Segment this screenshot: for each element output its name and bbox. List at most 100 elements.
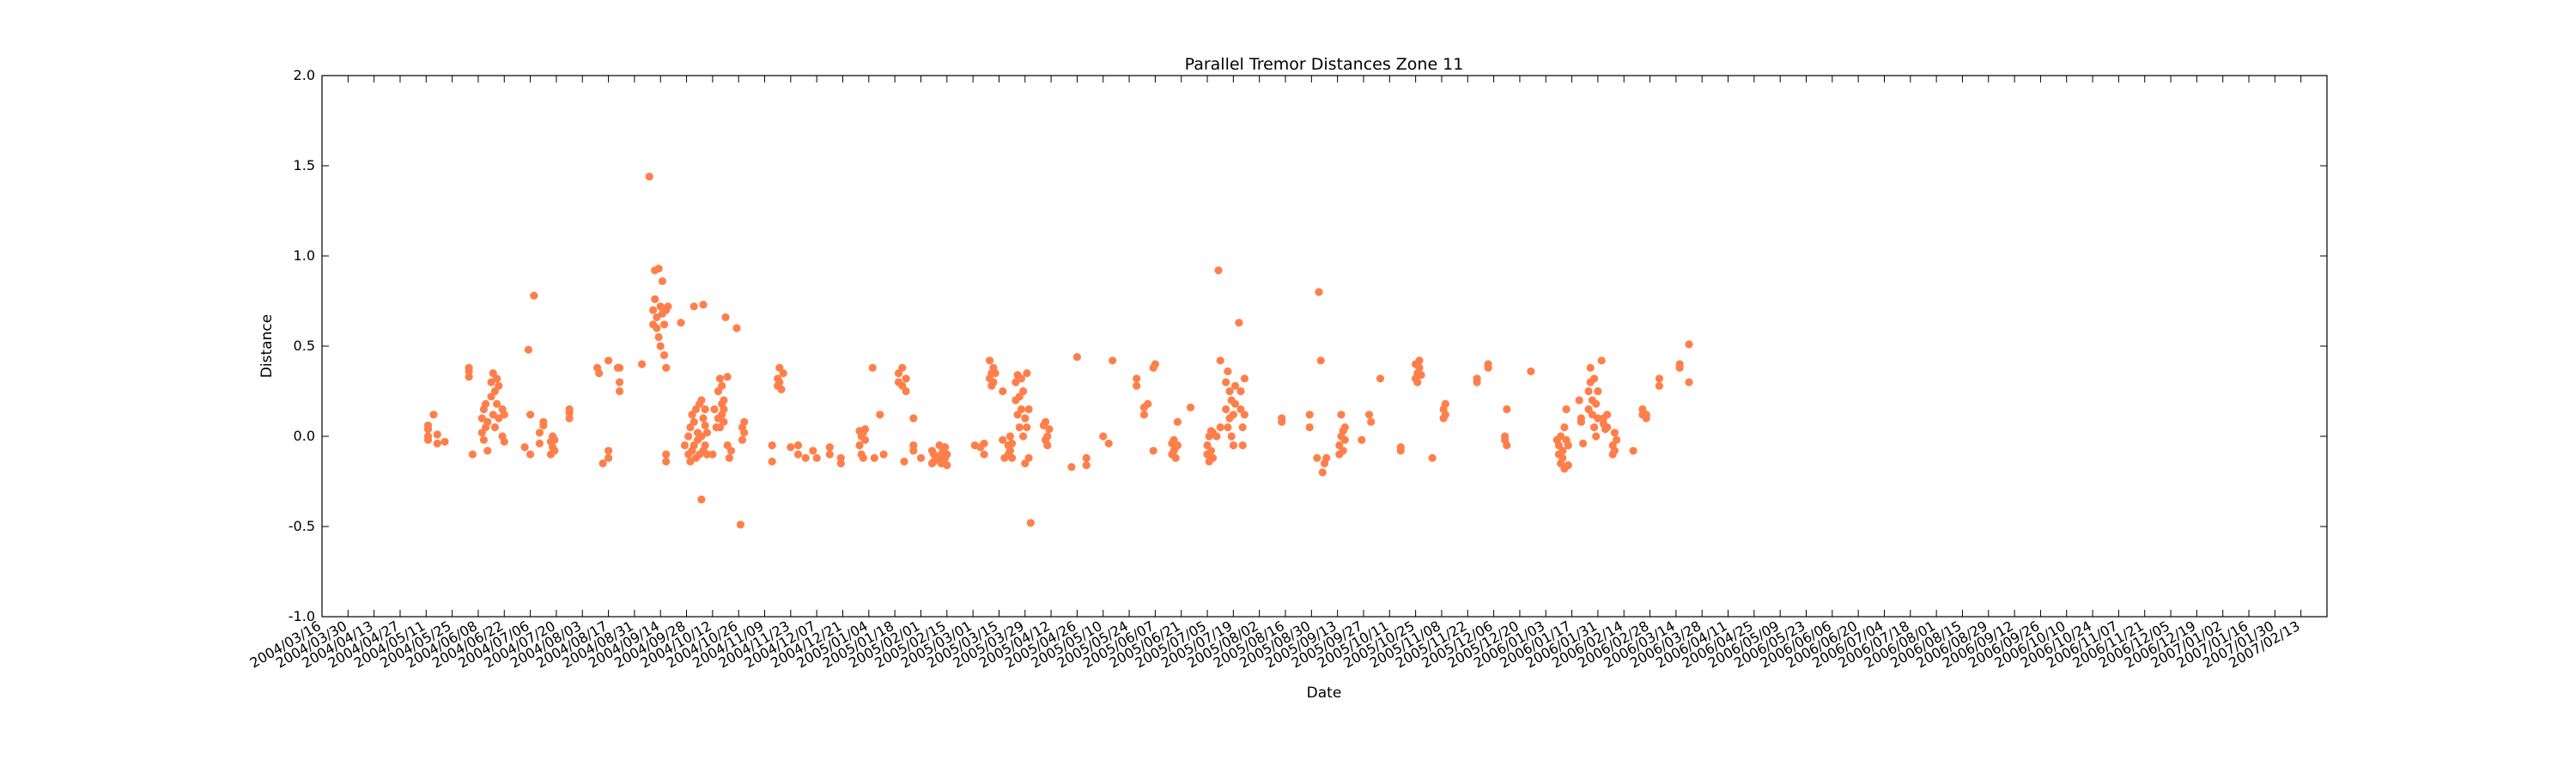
data-point (690, 417, 698, 426)
data-point (909, 414, 918, 423)
data-point (1026, 519, 1035, 527)
data-point (465, 373, 473, 381)
data-point (433, 439, 441, 447)
data-point (530, 291, 538, 300)
data-point (1603, 423, 1612, 432)
data-point (429, 411, 438, 419)
data-point (930, 450, 939, 459)
data-point (1024, 405, 1033, 414)
data-point (1278, 414, 1286, 423)
data-point (708, 450, 717, 459)
data-point (1629, 447, 1637, 455)
data-point (605, 447, 613, 455)
data-point (740, 429, 749, 437)
data-point (493, 374, 501, 383)
data-point (702, 450, 712, 459)
data-point (1019, 432, 1028, 441)
data-point (1527, 367, 1535, 375)
data-point (1229, 441, 1237, 450)
data-point (1473, 374, 1481, 383)
data-point (1655, 374, 1663, 383)
data-point (738, 435, 747, 444)
data-point (654, 332, 663, 342)
data-point (1557, 432, 1565, 441)
plot-area (322, 76, 2327, 617)
data-point (999, 435, 1007, 444)
data-point (550, 447, 559, 455)
data-point (793, 450, 803, 459)
data-point (520, 443, 529, 452)
data-point (1590, 423, 1599, 432)
data-point (697, 495, 706, 504)
data-point (440, 437, 449, 446)
data-point (1594, 386, 1602, 396)
data-point (662, 457, 671, 466)
data-point (1594, 414, 1602, 423)
data-point (943, 450, 951, 459)
data-point (697, 396, 706, 405)
data-point (686, 457, 695, 466)
data-point (664, 302, 672, 311)
data-point (1149, 447, 1157, 455)
data-point (680, 441, 690, 450)
data-point (654, 265, 663, 273)
data-point (720, 405, 728, 414)
data-point (1428, 453, 1437, 462)
data-point (565, 414, 574, 423)
data-point (658, 277, 667, 285)
data-point (479, 435, 489, 444)
data-point (1562, 405, 1571, 414)
data-point (1225, 386, 1234, 396)
data-point (1008, 439, 1017, 447)
data-point (1216, 423, 1224, 432)
data-point (1584, 386, 1593, 396)
data-point (535, 439, 544, 447)
data-point (605, 453, 613, 462)
data-point (1441, 411, 1449, 419)
data-point (720, 417, 728, 426)
data-point (1133, 374, 1141, 383)
data-point (775, 378, 784, 386)
data-point (1023, 423, 1031, 432)
data-point (662, 363, 671, 372)
data-point (1230, 399, 1240, 408)
data-point (477, 414, 486, 423)
data-point (1043, 441, 1052, 450)
data-point (1021, 414, 1030, 423)
data-point (656, 302, 665, 311)
y-tick-label: 1.0 (294, 247, 315, 264)
data-point (1144, 399, 1152, 408)
data-point (487, 378, 495, 386)
data-point (699, 301, 708, 309)
data-point (1441, 399, 1449, 408)
data-point (1579, 439, 1588, 447)
data-point (595, 368, 604, 378)
data-point (1337, 411, 1346, 419)
data-point (653, 313, 661, 321)
y-tick-label: 1.5 (294, 157, 315, 173)
data-point (787, 443, 795, 452)
chart-title: Parallel Tremor Distances Zone 11 (1185, 55, 1464, 74)
data-point (836, 453, 845, 462)
data-point (980, 450, 988, 459)
data-point (1501, 432, 1510, 441)
data-point (489, 411, 497, 419)
data-point (1642, 414, 1650, 423)
y-axis: -1.0 -0.5 0.0 0.5 1.0 1.5 2.0 (289, 67, 2327, 624)
data-point (550, 435, 559, 444)
data-point (1322, 453, 1331, 462)
data-point (697, 432, 706, 441)
data-point (879, 450, 888, 459)
data-point (690, 302, 698, 311)
data-point (423, 435, 433, 444)
data-point (1043, 432, 1052, 441)
data-point (726, 447, 736, 455)
data-point (991, 368, 999, 378)
data-point (1067, 463, 1076, 472)
data-point (941, 443, 950, 452)
data-point (1151, 360, 1159, 368)
data-point (1173, 417, 1182, 426)
data-point (1588, 411, 1596, 419)
data-point (1019, 386, 1028, 396)
data-point (526, 450, 535, 459)
